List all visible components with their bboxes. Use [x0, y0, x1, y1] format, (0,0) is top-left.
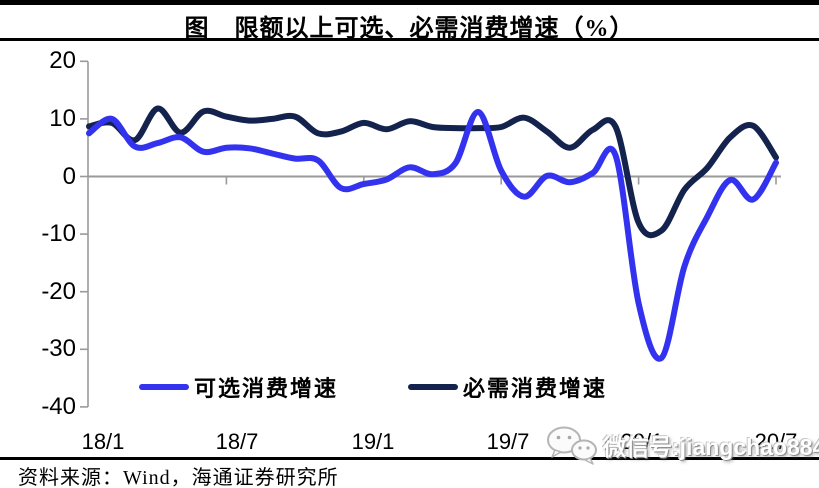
legend-swatch-optional	[139, 384, 189, 390]
x-axis-tick-label: 20/7	[754, 429, 798, 454]
chart-title: 图 限额以上可选、必需消费增速（%）	[184, 16, 635, 42]
legend-label-essential: 必需消费增速	[463, 376, 608, 401]
footer-divider-line	[0, 457, 819, 460]
wechat-icon	[547, 426, 597, 465]
y-axis-tick-label: -30	[41, 335, 76, 362]
legend-label-optional: 可选消费增速	[194, 376, 339, 401]
y-axis-tick-label: 0	[62, 163, 76, 190]
legend-swatch-essential	[408, 384, 458, 390]
x-axis-tick-label: 20/1	[620, 429, 664, 454]
x-axis-tick-label: 19/7	[486, 429, 530, 454]
y-axis-tick-label: 10	[49, 105, 76, 132]
wechat-watermark: 微信号:jiangchao8848	[543, 424, 819, 466]
title-divider-line	[0, 38, 819, 41]
series-line-essential	[86, 105, 779, 239]
x-axis-tick-label: 19/1	[351, 429, 395, 454]
top-border-line	[0, 0, 819, 5]
source-note: 资料来源：Wind，海通证券研究所	[18, 467, 339, 488]
watermark-text: 微信号:jiangchao8848	[603, 434, 819, 460]
y-axis-tick-label: 20	[49, 47, 76, 74]
series-line-optional	[86, 109, 779, 362]
y-axis-tick-label: -40	[41, 393, 76, 420]
x-axis-tick-label: 18/7	[215, 429, 259, 454]
y-axis-tick-label: -10	[41, 220, 76, 247]
y-axis-tick-label: -20	[41, 278, 76, 305]
x-axis-tick-label: 18/1	[81, 429, 125, 454]
